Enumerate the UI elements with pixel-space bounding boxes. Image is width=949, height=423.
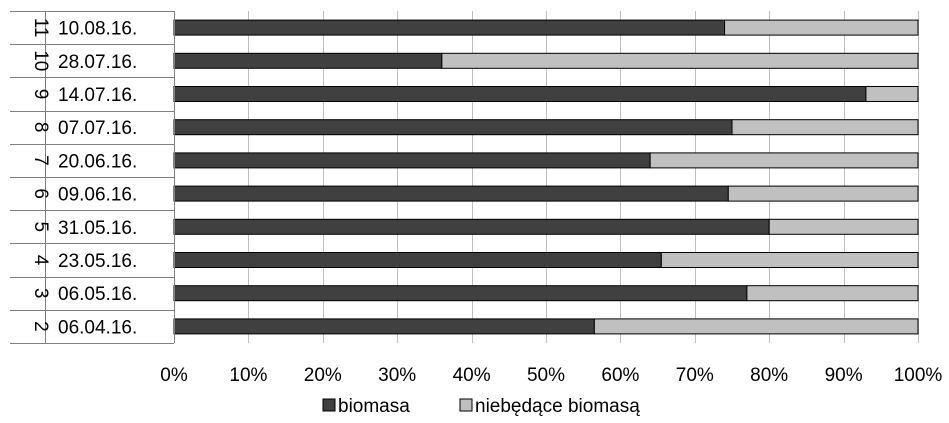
category-label: 31.05.16. [58, 218, 137, 239]
x-tick-label: 80% [750, 365, 788, 386]
x-tick-label: 10% [229, 365, 267, 386]
bar-segment-niebedace-biomasa [724, 19, 919, 36]
legend-label: biomasa [338, 396, 410, 417]
group-label: 2 [30, 321, 51, 332]
group-label: 4 [30, 255, 51, 266]
bar-segment-biomasa [173, 52, 443, 69]
bar-segment-biomasa [173, 185, 729, 202]
legend-label: niebędące biomasą [475, 396, 640, 417]
bar-segment-niebedace-biomasa [441, 52, 919, 69]
bar-segment-biomasa [173, 19, 726, 36]
bar-segment-biomasa [173, 152, 651, 169]
bar-segment-niebedace-biomasa [727, 185, 919, 202]
x-tick-label: 100% [894, 365, 943, 386]
bar-segment-niebedace-biomasa [649, 152, 919, 169]
x-tick-label: 60% [601, 365, 639, 386]
bar-segment-biomasa [173, 86, 867, 102]
group-label: 8 [30, 122, 51, 133]
group-label: 10 [30, 50, 51, 71]
group-label: 11 [30, 18, 51, 38]
category-label: 20.06.16. [58, 151, 137, 172]
legend-swatch [459, 398, 473, 412]
axis-frame [10, 11, 175, 344]
bar-segment-niebedace-biomasa [731, 119, 919, 136]
bars [173, 19, 919, 335]
category-labels: 10.08.16. 28.07.16. 14.07.16. 07.07.16. 20.0… [58, 19, 137, 339]
group-label: 7 [30, 155, 51, 166]
x-tick-labels: 0% 10% 20% 30% 40% 50% 60% 70% 80% 90% 100% [160, 365, 942, 386]
x-tick-label: 20% [304, 365, 342, 386]
bar-segment-niebedace-biomasa [746, 285, 919, 302]
group-label: 9 [30, 89, 51, 100]
x-tick-label: 30% [378, 365, 416, 386]
bar-segment-biomasa [173, 252, 662, 268]
category-label: 10.08.16. [58, 19, 137, 40]
category-label: 06.04.16. [58, 317, 137, 338]
x-tick-label: 40% [453, 365, 491, 386]
category-label: 28.07.16. [58, 52, 137, 73]
group-label: 3 [30, 288, 51, 299]
x-tick-label: 90% [825, 365, 863, 386]
x-tick-label: 50% [527, 365, 565, 386]
category-label: 14.07.16. [58, 85, 137, 106]
bar-segment-biomasa [173, 218, 770, 235]
bar-segment-biomasa [173, 318, 595, 335]
legend: biomasa niebędące biomasą [322, 396, 640, 417]
bar-segment-biomasa [173, 119, 733, 136]
bar-segment-niebedace-biomasa [593, 318, 919, 335]
x-tick-label: 0% [160, 365, 188, 386]
legend-swatch [322, 398, 336, 412]
category-label: 07.07.16. [58, 118, 137, 139]
bar-segment-niebedace-biomasa [768, 218, 919, 235]
group-labels: 11 10 9 8 7 6 5 4 3 2 [30, 18, 51, 332]
group-label: 6 [30, 188, 51, 199]
bar-segment-niebedace-biomasa [660, 252, 919, 268]
bar-segment-niebedace-biomasa [865, 86, 919, 102]
category-label: 23.05.16. [58, 251, 137, 272]
category-label: 06.05.16. [58, 284, 137, 305]
bar-segment-biomasa [173, 285, 748, 302]
category-label: 09.06.16. [58, 185, 137, 206]
group-label: 5 [30, 222, 51, 233]
x-tick-label: 70% [676, 365, 714, 386]
